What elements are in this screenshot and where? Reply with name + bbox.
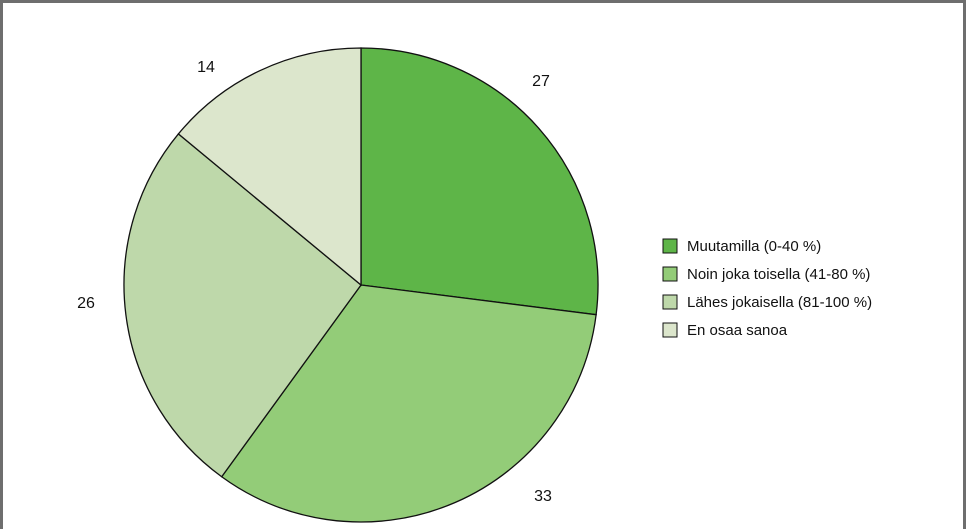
legend-swatch-3 [662, 294, 678, 310]
value-label-2: 33 [534, 488, 552, 505]
legend-label-3: Lähes jokaisella (81-100 %) [687, 294, 872, 311]
value-label-3: 26 [77, 295, 95, 312]
legend-swatch-2 [662, 266, 678, 282]
pie-slice-1 [360, 47, 599, 316]
legend-swatch-4 [662, 322, 678, 338]
pie-slices [123, 47, 599, 523]
legend: Muutamilla (0-40 %) Noin joka toisella (4… [662, 238, 872, 339]
legend-label-4: En osaa sanoa [687, 322, 788, 339]
pie-slice-4 [177, 47, 362, 287]
legend-label-1: Muutamilla (0-40 %) [687, 238, 821, 255]
pie-value-labels: 27 33 26 14 [77, 59, 552, 505]
pie-chart: 27 33 26 14 Muutamilla (0-40 %) Noin joka to… [77, 47, 872, 523]
value-label-1: 27 [532, 73, 550, 90]
pie-slice-2 [220, 284, 597, 523]
legend-label-2: Noin joka toisella (41-80 %) [687, 266, 870, 283]
pie-slice-3 [123, 133, 362, 478]
value-label-4: 14 [197, 59, 215, 76]
legend-swatch-1 [662, 238, 678, 254]
